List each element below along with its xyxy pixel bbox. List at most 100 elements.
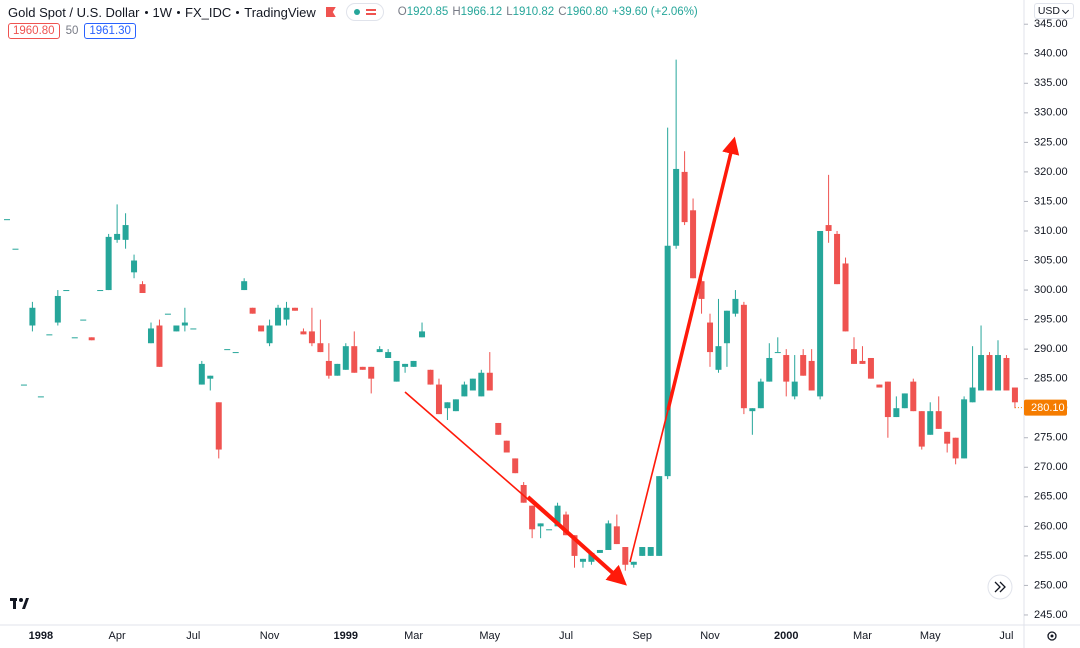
trend-arrow-down[interactable] (526, 495, 627, 586)
x-tick-label: Jul (186, 630, 200, 642)
delay-icon (365, 9, 376, 15)
candle-body (232, 352, 239, 354)
ohlc-key: C (558, 6, 567, 18)
candle-body (817, 230, 824, 397)
interval[interactable]: 1W (152, 4, 173, 20)
candle-body (834, 233, 841, 285)
candle-body (994, 355, 1001, 391)
trade-buttons: 1960.80 50 1961.30 (8, 23, 136, 39)
candle-body (783, 355, 790, 382)
x-tick-label: Jul (559, 630, 573, 642)
candle-body (359, 366, 366, 370)
symbol-header: Gold Spot / U.S. Dollar 1W FX_IDC Tradin… (8, 3, 698, 21)
currency-button[interactable]: USD (1033, 3, 1074, 19)
candle-body (300, 331, 307, 335)
candle-body (4, 219, 10, 221)
candle-body (308, 331, 315, 344)
candle-body (88, 337, 95, 341)
candle-body (825, 225, 832, 231)
candle-body (147, 328, 154, 344)
x-tick-label: Apr (109, 630, 126, 642)
ohlc-key: L (506, 6, 513, 18)
candle-body (402, 363, 409, 367)
candle-body (215, 402, 222, 450)
y-tick-label: 345.00 (1034, 18, 1068, 30)
x-tick-label: 2000 (774, 630, 798, 642)
candle-body (198, 363, 205, 385)
candle-body (105, 236, 112, 291)
candle-body (54, 295, 61, 323)
trend-arrow-up[interactable] (666, 136, 740, 411)
x-tick-label: May (479, 630, 500, 642)
status-dot (353, 9, 360, 15)
x-tick-label: Mar (404, 630, 423, 642)
candle-body (935, 411, 942, 429)
candle-body (249, 307, 256, 314)
scroll-realtime-button[interactable] (987, 574, 1013, 600)
candle-body (71, 337, 78, 339)
candle-body (605, 523, 612, 550)
status-pill[interactable] (345, 3, 384, 21)
candle-body (29, 307, 36, 326)
ohlc-item: H1966.12 (452, 6, 502, 18)
ohlc-item: O1920.85 (398, 6, 449, 18)
x-tick-label: 1998 (29, 630, 53, 642)
candle-body (181, 322, 188, 326)
candle-body (385, 352, 392, 358)
y-tick-label: 325.00 (1034, 136, 1068, 148)
candle-body (715, 346, 722, 370)
y-tick-label: 315.00 (1034, 195, 1068, 207)
tv-logo[interactable] (10, 598, 29, 609)
candle-body (342, 346, 349, 370)
ohlc-item: L1910.82 (506, 6, 554, 18)
candle-body (546, 529, 553, 531)
x-tick-label: Sep (632, 630, 652, 642)
ohlc-legend: O1920.85 H1966.12 L1910.82 C1960.80 +39.60 (… (398, 6, 698, 18)
x-tick-label: Mar (853, 630, 872, 642)
candle-body (1003, 357, 1010, 391)
y-tick-label: 290.00 (1034, 343, 1068, 355)
candle-body (80, 319, 87, 321)
candle-body (800, 355, 807, 376)
x-tick-label: May (920, 630, 941, 642)
candle-body (275, 307, 282, 326)
ohlc-item: C1960.80 (558, 6, 608, 18)
candle-body (901, 393, 908, 409)
y-tick-label: 285.00 (1034, 373, 1068, 385)
candle-body (571, 535, 578, 556)
candle-body (757, 381, 764, 409)
candle-body (867, 357, 874, 379)
candle-body (97, 290, 104, 292)
candle-body (207, 375, 214, 379)
buy-button[interactable]: 1961.30 (84, 23, 136, 39)
candle-body (859, 360, 866, 364)
candle-body (740, 304, 747, 409)
y-tick-label: 255.00 (1034, 550, 1068, 562)
candle-body (131, 260, 138, 273)
candle-body (698, 281, 705, 299)
candle-body (520, 484, 527, 503)
flag-icon[interactable] (325, 7, 336, 17)
candle-body (173, 325, 180, 332)
candle-body (164, 313, 171, 315)
spread: 50 (65, 25, 79, 37)
candle-body (842, 263, 849, 332)
candle-body (486, 372, 493, 391)
separator (236, 10, 240, 14)
candle-body (876, 384, 883, 388)
candle-body (563, 514, 570, 536)
y-tick-label: 310.00 (1034, 225, 1068, 237)
sell-button[interactable]: 1960.80 (8, 23, 60, 39)
candle-body (122, 225, 129, 240)
settings-gear[interactable] (1047, 631, 1057, 641)
candle-body (461, 384, 468, 397)
trend-arrow-thin-up[interactable] (629, 409, 669, 563)
symbol[interactable]: Gold Spot / U.S. Dollar (8, 4, 140, 20)
candle-body (579, 558, 586, 562)
y-tick-label: 295.00 (1034, 313, 1068, 325)
currency: USD (1037, 5, 1060, 17)
chevron (1061, 6, 1070, 14)
candle-body (537, 523, 544, 527)
